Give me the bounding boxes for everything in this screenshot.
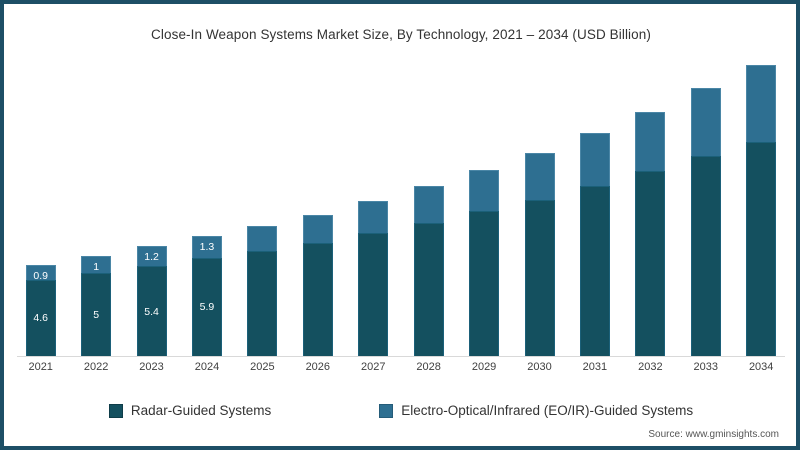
legend-label-eoir: Electro-Optical/Infrared (EO/IR)-Guided … bbox=[401, 403, 694, 418]
bar-group[interactable] bbox=[524, 65, 555, 356]
bar-segment-eoir[interactable] bbox=[302, 214, 333, 243]
bar-value-label-eoir: 1.3 bbox=[199, 241, 215, 254]
bar-series-container: 0.9 4.6 1 5 1.2 5.4 1.3 5.9 bbox=[13, 65, 789, 356]
bar-group[interactable] bbox=[413, 65, 444, 356]
legend-item-eoir-guided-systems[interactable]: Electro-Optical/Infrared (EO/IR)-Guided … bbox=[379, 403, 693, 418]
bar-segment-radar[interactable]: 5.4 bbox=[136, 266, 167, 356]
bar-segment-eoir[interactable] bbox=[469, 169, 500, 212]
chart-legend: Radar-Guided Systems Electro-Optical/Inf… bbox=[5, 403, 795, 418]
legend-item-radar-guided-systems[interactable]: Radar-Guided Systems bbox=[108, 403, 272, 418]
bar-segment-eoir[interactable] bbox=[358, 201, 389, 233]
bar-segment-eoir[interactable]: 1.3 bbox=[191, 236, 222, 258]
bar-segment-eoir[interactable]: 0.9 bbox=[25, 264, 56, 282]
x-axis-tick-label: 2029 bbox=[471, 361, 497, 373]
x-axis-tick-label: 2034 bbox=[748, 361, 774, 373]
x-axis-tick-label: 2021 bbox=[28, 361, 53, 373]
bar-segment-radar[interactable] bbox=[579, 186, 610, 356]
bar-group[interactable]: 1.2 5.4 bbox=[136, 65, 167, 356]
bar-group[interactable] bbox=[579, 65, 610, 356]
bar-segment-eoir[interactable]: 1 bbox=[81, 256, 112, 274]
bar-segment-radar[interactable]: 4.6 bbox=[25, 279, 56, 356]
bar-segment-radar[interactable]: 5.9 bbox=[191, 257, 222, 356]
bar-segment-eoir[interactable] bbox=[746, 65, 777, 142]
bar-segment-radar[interactable] bbox=[635, 171, 666, 356]
bar-value-label-radar: 5 bbox=[93, 308, 100, 321]
bar-segment-eoir[interactable] bbox=[635, 111, 666, 172]
bar-group[interactable]: 1.3 5.9 bbox=[191, 65, 222, 356]
bar-segment-eoir[interactable] bbox=[579, 133, 610, 187]
legend-swatch-icon-radar bbox=[108, 403, 123, 418]
x-axis-tick-label: 2032 bbox=[638, 361, 663, 373]
bar-segment-radar[interactable] bbox=[690, 156, 721, 356]
bar-group[interactable] bbox=[469, 65, 500, 356]
bar-group[interactable] bbox=[690, 65, 721, 356]
plot-area: 0.9 4.6 1 5 1.2 5.4 1.3 5.9 bbox=[13, 65, 789, 357]
x-axis-tick-label: 2027 bbox=[360, 361, 386, 373]
bar-segment-eoir[interactable]: 1.2 bbox=[136, 246, 167, 267]
x-axis-line bbox=[17, 356, 785, 357]
bar-segment-eoir[interactable] bbox=[247, 226, 278, 252]
bar-segment-eoir[interactable] bbox=[413, 186, 444, 223]
bar-segment-radar[interactable] bbox=[746, 141, 777, 356]
x-axis-tick-labels: 2021 2022 2023 2024 2025 2026 2027 2028 2029 2030… bbox=[13, 361, 789, 373]
bar-value-label-eoir: 1.2 bbox=[144, 251, 159, 264]
bar-segment-radar[interactable] bbox=[469, 211, 500, 356]
x-axis-tick-label: 2030 bbox=[527, 361, 552, 373]
bar-segment-radar[interactable]: 5 bbox=[81, 272, 112, 356]
x-axis-tick-label: 2022 bbox=[83, 361, 109, 373]
bar-segment-radar[interactable] bbox=[358, 232, 389, 356]
bar-value-label-radar: 4.6 bbox=[33, 312, 48, 324]
chart-title: Close-In Weapon Systems Market Size, By … bbox=[151, 27, 651, 42]
x-axis-tick-label: 2025 bbox=[250, 361, 275, 373]
x-axis-tick-label: 2031 bbox=[582, 361, 608, 373]
bar-value-label-eoir: 1 bbox=[93, 261, 100, 274]
bar-group[interactable]: 0.9 4.6 bbox=[25, 65, 56, 356]
bar-value-label-radar: 5.4 bbox=[144, 305, 159, 318]
bar-segment-radar[interactable] bbox=[413, 222, 444, 356]
x-axis-tick-label: 2026 bbox=[305, 361, 331, 373]
x-axis-tick-label: 2024 bbox=[194, 361, 220, 373]
bar-segment-radar[interactable] bbox=[247, 251, 278, 356]
legend-swatch-icon-eoir bbox=[379, 403, 394, 418]
bar-group[interactable] bbox=[247, 65, 278, 356]
bar-segment-eoir[interactable] bbox=[524, 153, 555, 200]
source-attribution: Source: www.gminsights.com bbox=[648, 429, 779, 440]
chart-canvas: Close-In Weapon Systems Market Size, By … bbox=[4, 4, 796, 446]
bar-segment-radar[interactable] bbox=[302, 242, 333, 356]
x-axis-tick-label: 2023 bbox=[139, 361, 164, 373]
bar-segment-eoir[interactable] bbox=[690, 88, 721, 157]
bar-value-label-radar: 5.9 bbox=[199, 301, 215, 314]
bar-group[interactable] bbox=[302, 65, 333, 356]
x-axis-tick-label: 2028 bbox=[416, 361, 441, 373]
x-axis-tick-label: 2033 bbox=[693, 361, 718, 373]
bar-group[interactable] bbox=[358, 65, 389, 356]
bar-group[interactable] bbox=[635, 65, 666, 356]
bar-segment-radar[interactable] bbox=[524, 199, 555, 356]
legend-label-radar: Radar-Guided Systems bbox=[130, 403, 272, 418]
bar-group[interactable] bbox=[746, 65, 777, 356]
bar-value-label-eoir: 0.9 bbox=[33, 269, 48, 282]
